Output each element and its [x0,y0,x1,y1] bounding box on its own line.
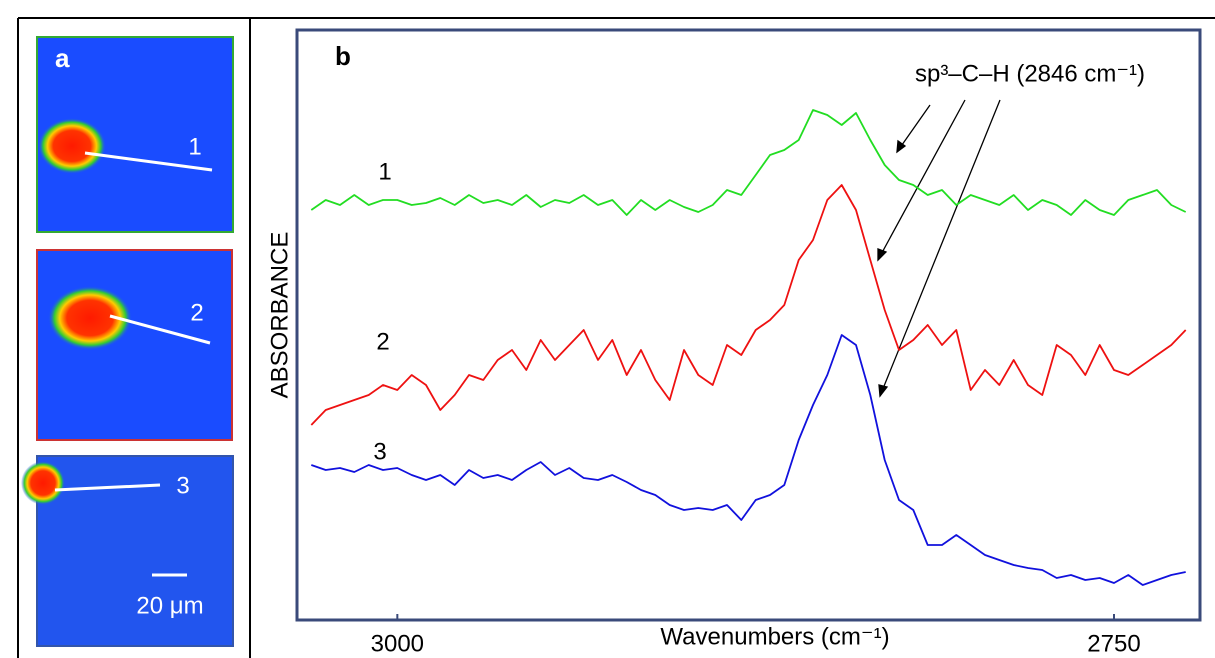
series-label: 3 [373,438,386,465]
image-label: 3 [176,472,189,499]
image-label: 2 [190,299,203,326]
annotation-arrows [877,99,1001,398]
particle [48,286,132,350]
panel-label: a [55,43,70,73]
x-tick-label: 2750 [1087,630,1140,657]
x-tick-label: 3000 [371,630,424,657]
panel-b: b sp³–C–H (2846 cm⁻¹) Wavenumbers (cm⁻¹)… [266,28,1202,650]
pointer [84,151,213,172]
x-axis-label: Wavenumbers (cm⁻¹) [660,623,889,650]
y-axis-label: ABSORBANCE [266,232,293,399]
spectrum-line [311,334,1186,586]
series-label: 1 [378,158,391,185]
pointer [54,483,161,492]
plot-frame [295,28,1202,622]
panel-label: b [335,41,351,71]
particle [21,461,65,505]
map-image [36,249,233,441]
scale-label: 20 μm [136,592,203,619]
spectrum-line [310,109,1187,216]
series-label: 2 [376,328,389,355]
panel-a: a 1 2 3 20 μm [21,36,234,647]
annotation: sp³–C–H (2846 cm⁻¹) [915,60,1145,87]
pointer [109,314,211,345]
image-label: 1 [188,133,201,160]
map-image [36,455,234,647]
spectrum-line [310,184,1187,426]
particle [38,118,106,174]
